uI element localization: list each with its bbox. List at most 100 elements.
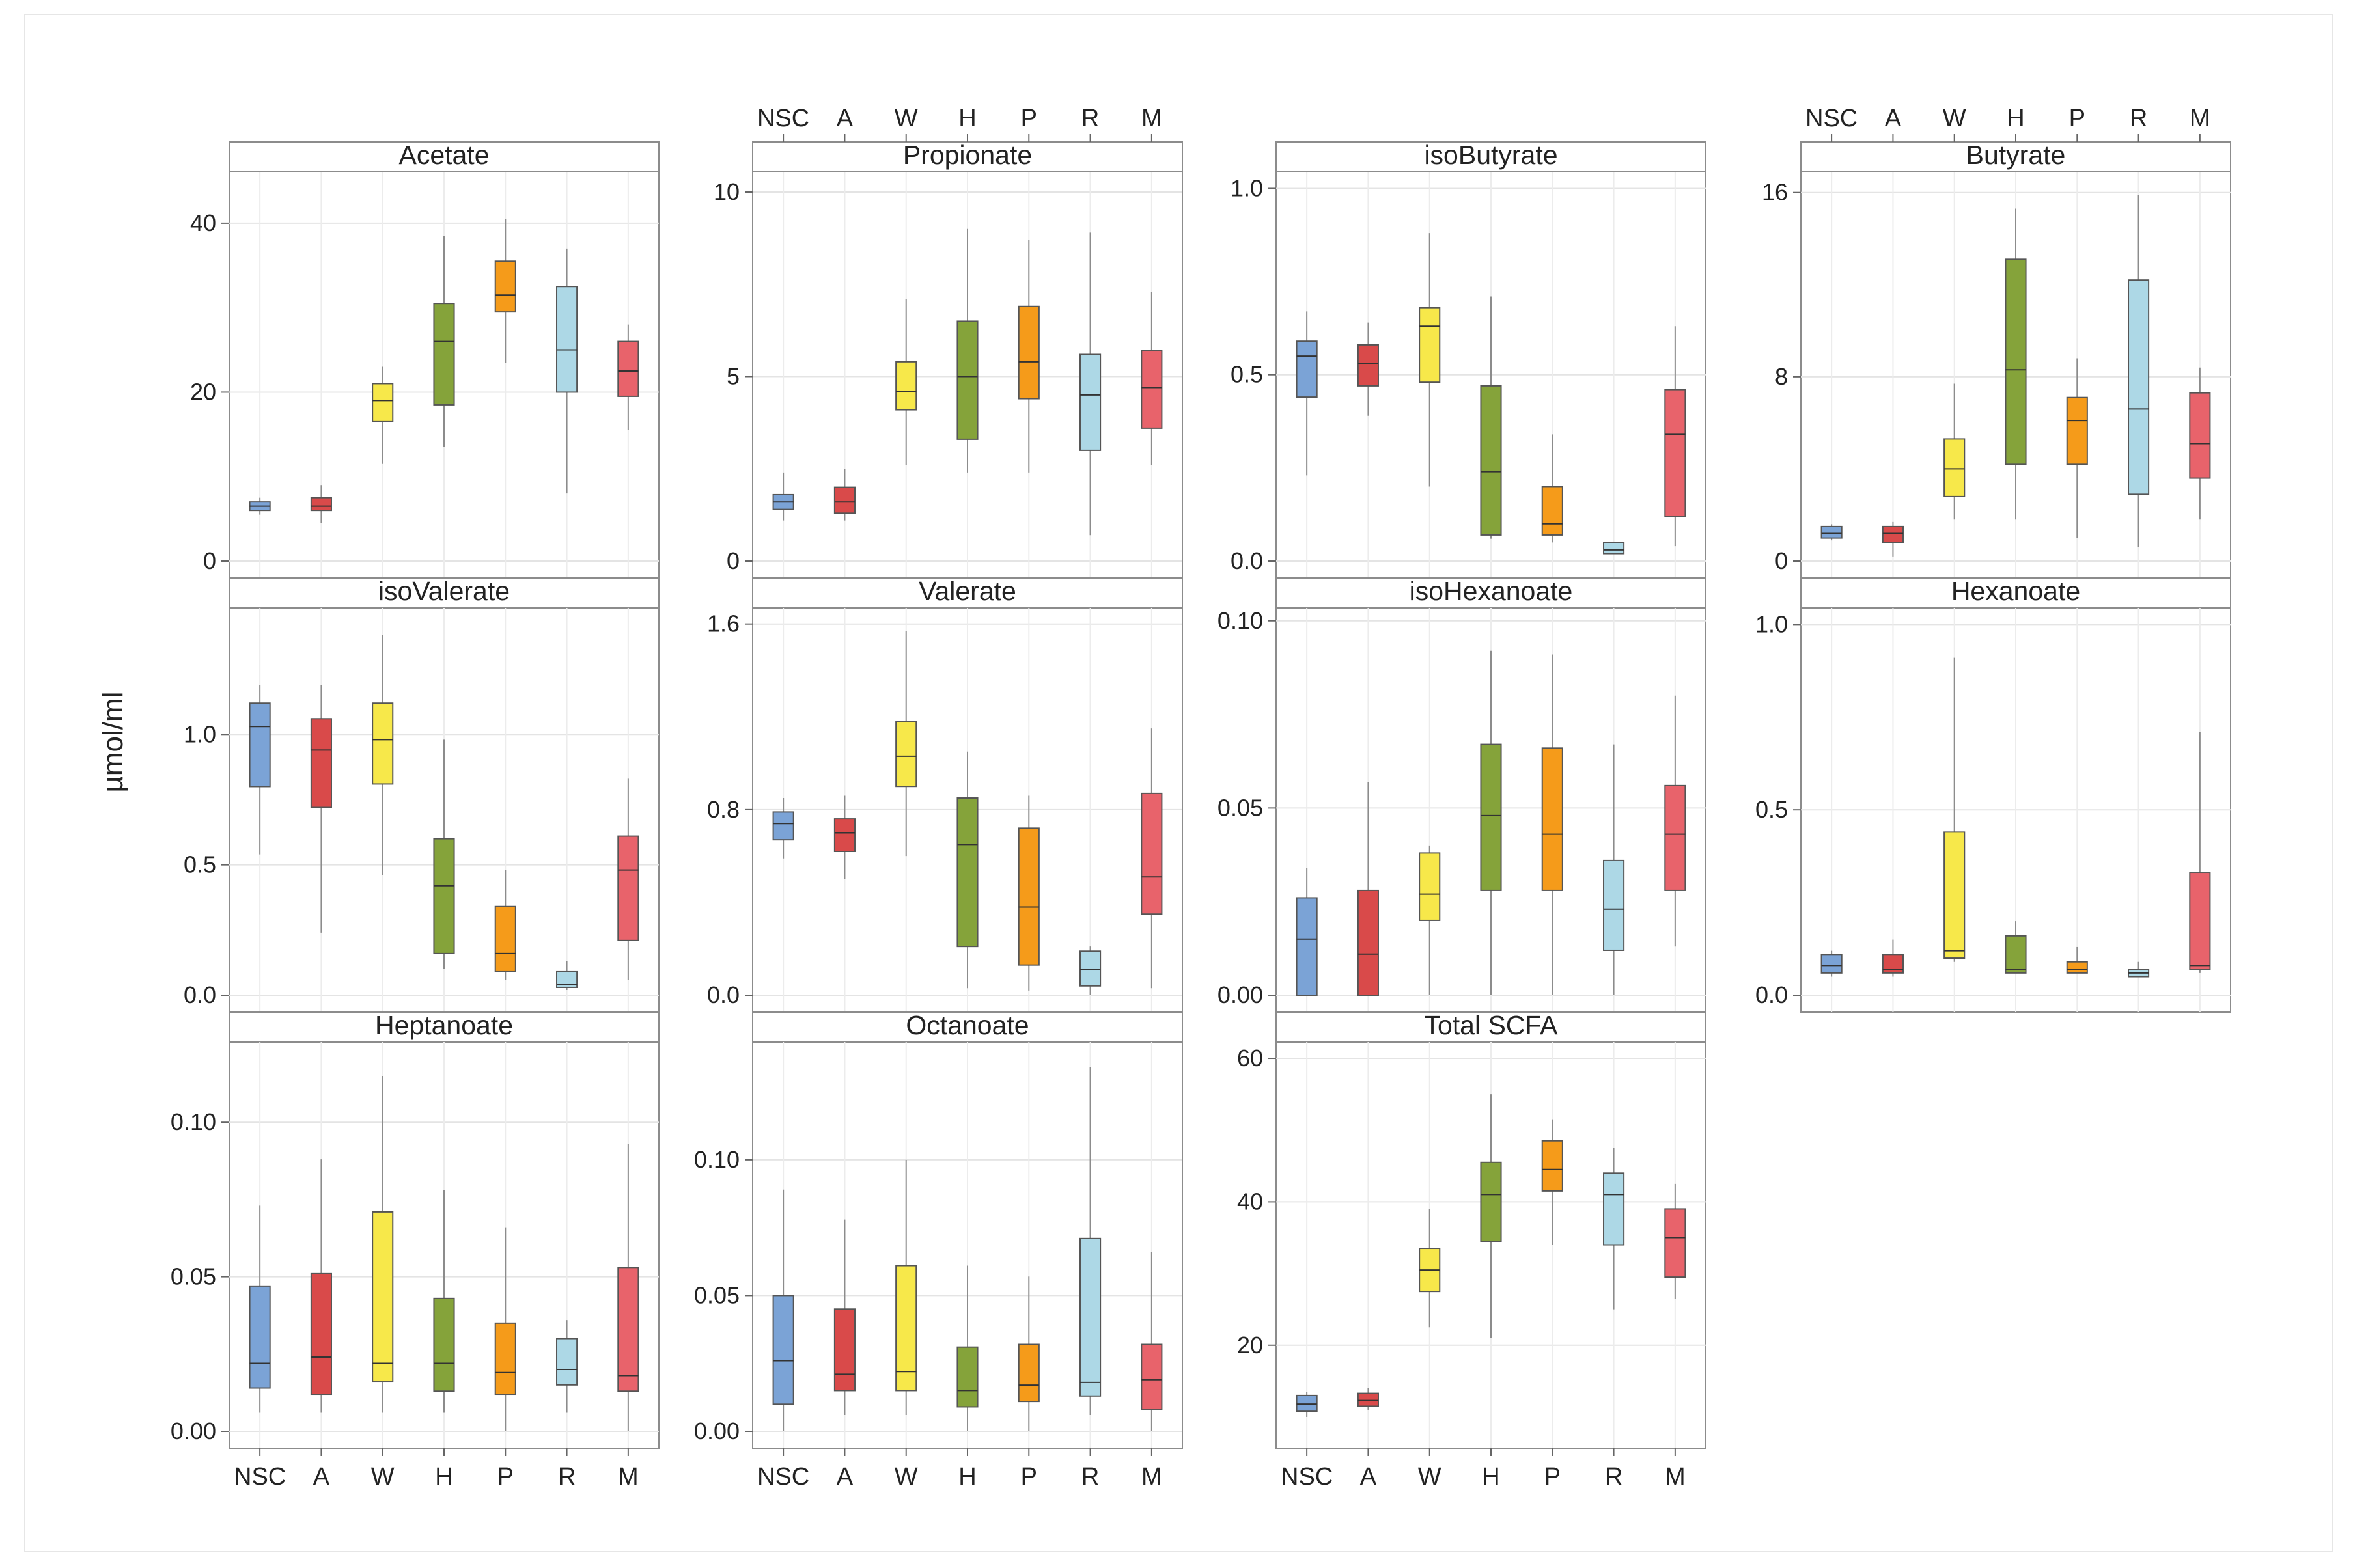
y-tick-label: 0.00 xyxy=(1218,982,1263,1008)
panel-valerate: Valerate 0.0 0.8 1.6 xyxy=(707,576,1183,1013)
box-w xyxy=(895,361,917,411)
x-tick-label-bottom: NSC xyxy=(234,1463,286,1491)
panel-acetate: Acetate 0 20 40 xyxy=(190,140,660,579)
y-tick-label: 5 xyxy=(727,363,740,390)
box-p xyxy=(1541,486,1563,536)
box-r xyxy=(1603,1172,1625,1246)
box-h xyxy=(433,1297,455,1392)
x-tick-label-top: W xyxy=(1943,105,1966,132)
y-tick-label: 0.10 xyxy=(171,1108,216,1135)
y-tick-label: 0.0 xyxy=(1231,547,1263,574)
box-a xyxy=(310,497,332,512)
x-tick-label-bottom: P xyxy=(1544,1463,1561,1491)
panel-strip xyxy=(752,141,1183,172)
box-h xyxy=(2005,935,2027,974)
box-h xyxy=(2005,258,2027,465)
box-p xyxy=(1018,1343,1040,1403)
panel-strip xyxy=(229,577,660,609)
y-tick-label: 0.00 xyxy=(694,1418,740,1444)
figure-border xyxy=(24,14,2333,1552)
box-r xyxy=(1079,353,1102,451)
box-a xyxy=(1882,525,1904,543)
box-p xyxy=(1541,1140,1563,1192)
panel-title: Heptanoate xyxy=(375,1010,513,1040)
y-tick-label: 40 xyxy=(1237,1188,1263,1215)
panel-strip xyxy=(1800,141,2231,172)
box-r xyxy=(1079,1237,1102,1397)
y-axis-label: µmol/ml xyxy=(97,692,129,793)
panel-title: Hexanoate xyxy=(1951,576,2080,606)
x-tick-label-top: W xyxy=(895,105,918,132)
panel-butyrate: Butyrate 0 8 16 NSC A W H P R M xyxy=(1762,105,2231,579)
box-nsc xyxy=(249,702,271,788)
y-tick-label: 0.0 xyxy=(1755,982,1788,1008)
x-tick-label-top: A xyxy=(1885,105,1902,132)
box-nsc xyxy=(772,1295,794,1405)
box-h xyxy=(433,838,455,954)
box-h xyxy=(956,320,979,440)
panel-title: Propionate xyxy=(903,140,1032,170)
box-a xyxy=(1357,1392,1379,1407)
box-r xyxy=(2128,279,2150,495)
box-p xyxy=(1018,827,1040,966)
y-tick-label: 0.05 xyxy=(171,1263,216,1290)
box-m xyxy=(617,835,639,941)
box-m xyxy=(1141,792,1163,915)
panel-title: Total SCFA xyxy=(1424,1010,1558,1040)
box-h xyxy=(1480,743,1502,891)
box-w xyxy=(895,721,917,788)
box-p xyxy=(1018,305,1040,400)
box-w xyxy=(1419,307,1441,383)
box-nsc xyxy=(249,1285,271,1389)
box-nsc xyxy=(1296,1394,1318,1412)
panel-octanoate: Octanoate 0.00 0.05 0.10 NSC A W H P R M xyxy=(694,1010,1183,1491)
box-a xyxy=(310,718,332,808)
panel-title: isoButyrate xyxy=(1424,140,1557,170)
box-w xyxy=(372,383,394,422)
panel-title: Valerate xyxy=(919,576,1016,606)
panel-isobutyrate: isoButyrate 0.0 0.5 1.0 xyxy=(1231,140,1706,579)
box-w xyxy=(1943,831,1966,959)
y-tick-label: 60 xyxy=(1237,1045,1263,1071)
x-tick-label-top: P xyxy=(1021,105,1037,132)
panel-strip xyxy=(229,1011,660,1043)
x-tick-label-top: H xyxy=(958,105,976,132)
y-tick-label: 0.0 xyxy=(184,982,216,1008)
panel-heptanoate: Heptanoate 0.00 0.05 0.10 NSC A W H P R M xyxy=(171,1010,660,1491)
box-m xyxy=(2189,392,2211,479)
panel-title: Butyrate xyxy=(1966,140,2066,170)
x-tick-label-top: A xyxy=(837,105,854,132)
y-tick-label: 1.0 xyxy=(1231,174,1263,201)
panel-strip xyxy=(1275,1011,1706,1043)
box-m xyxy=(1664,1208,1686,1278)
box-w xyxy=(1419,852,1441,921)
y-tick-label: 0 xyxy=(203,547,216,574)
box-p xyxy=(2066,961,2088,974)
x-tick-label-bottom: A xyxy=(1360,1463,1377,1491)
box-a xyxy=(310,1272,332,1396)
x-tick-label-bottom: P xyxy=(497,1463,514,1491)
box-p xyxy=(494,1322,516,1396)
y-tick-label: 0.5 xyxy=(1231,361,1263,388)
y-tick-label: 10 xyxy=(714,178,740,205)
box-r xyxy=(1603,542,1625,555)
x-tick-label-bottom: H xyxy=(1482,1463,1499,1491)
x-tick-label-bottom: NSC xyxy=(757,1463,809,1491)
box-m xyxy=(1141,350,1163,429)
x-tick-label-bottom: W xyxy=(1418,1463,1441,1491)
panel-strip xyxy=(1800,577,2231,609)
y-tick-label: 0.5 xyxy=(1755,796,1788,823)
box-nsc xyxy=(1296,897,1318,997)
x-tick-label-bottom: R xyxy=(1605,1463,1622,1491)
box-p xyxy=(2066,396,2088,465)
box-nsc xyxy=(1820,525,1843,539)
y-tick-label: 0.10 xyxy=(1218,607,1263,634)
box-w xyxy=(372,1211,394,1383)
box-h xyxy=(1480,1161,1502,1243)
panel-title: Acetate xyxy=(398,140,489,170)
y-tick-label: 0 xyxy=(727,547,740,574)
panel-strip xyxy=(752,577,1183,609)
x-tick-label-bottom: M xyxy=(1141,1463,1162,1491)
box-w xyxy=(895,1265,917,1392)
y-tick-label: 16 xyxy=(1762,179,1788,206)
